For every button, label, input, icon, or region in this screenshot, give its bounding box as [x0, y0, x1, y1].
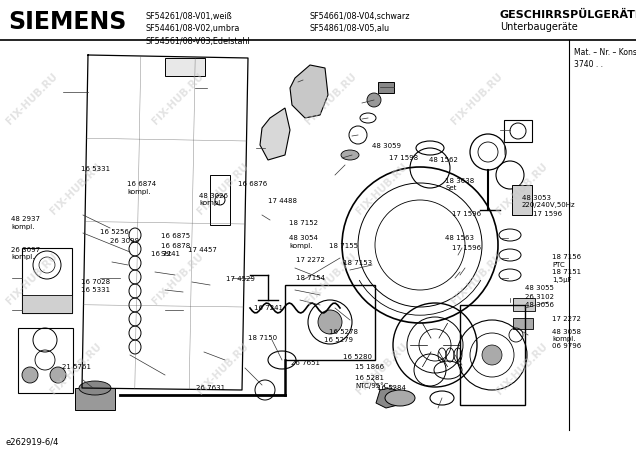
Bar: [210, 175, 230, 225]
Text: SF54261/08-V01,weiß
SF54461/08-V02,umbra
SF54561/08-V03,Edelstahl: SF54261/08-V01,weiß SF54461/08-V02,umbra…: [145, 12, 250, 46]
Circle shape: [367, 93, 381, 107]
Text: 26 3102: 26 3102: [525, 294, 555, 300]
Text: FIX-HUB.RU: FIX-HUB.RU: [49, 162, 104, 216]
Text: 26 3097
kompl.: 26 3097 kompl.: [11, 247, 41, 260]
Bar: [165, 58, 205, 76]
Text: FIX-HUB.RU: FIX-HUB.RU: [450, 72, 504, 126]
Bar: [513, 318, 533, 329]
Text: FIX-HUB.RU: FIX-HUB.RU: [354, 162, 409, 216]
Text: 16 7028: 16 7028: [81, 279, 111, 285]
Circle shape: [318, 310, 342, 334]
Text: FIX-HUB.RU: FIX-HUB.RU: [195, 162, 250, 216]
Text: SF54661/08-V04,schwarz
SF54861/08-V05,alu: SF54661/08-V04,schwarz SF54861/08-V05,al…: [310, 12, 410, 33]
Text: 17 1598: 17 1598: [389, 155, 418, 161]
Text: 17 2272: 17 2272: [296, 256, 325, 262]
Text: 26 7631: 26 7631: [196, 385, 225, 391]
Text: 48 3059: 48 3059: [372, 143, 401, 149]
Text: 16 5284: 16 5284: [377, 385, 406, 391]
Bar: [22, 248, 72, 313]
Polygon shape: [260, 108, 290, 160]
Text: 16 5256: 16 5256: [100, 229, 129, 234]
Bar: [75, 388, 115, 410]
Text: 16 6875: 16 6875: [161, 233, 190, 239]
Ellipse shape: [385, 390, 415, 406]
Text: 48 3026
kompl.: 48 3026 kompl.: [199, 193, 228, 206]
Text: 15 1866: 15 1866: [355, 364, 384, 369]
Text: 17 2272: 17 2272: [552, 316, 581, 322]
Text: 48 3054
kompl.: 48 3054 kompl.: [289, 235, 318, 249]
Text: FIX-HUB.RU: FIX-HUB.RU: [49, 342, 104, 396]
Text: 16 5331: 16 5331: [81, 166, 111, 171]
Text: 18 7153: 18 7153: [343, 260, 373, 266]
Polygon shape: [290, 65, 328, 118]
Text: 48 3058
kompl.: 48 3058 kompl.: [552, 328, 581, 342]
Text: FIX-HUB.RU: FIX-HUB.RU: [195, 342, 250, 396]
Text: 48 3055: 48 3055: [525, 285, 554, 291]
Text: 18 7152: 18 7152: [289, 220, 319, 225]
Text: 16 5281
NTC/95°C: 16 5281 NTC/95°C: [355, 375, 388, 389]
Bar: [513, 298, 535, 311]
Text: 16 6878
Set: 16 6878 Set: [161, 243, 190, 256]
Text: SIEMENS: SIEMENS: [8, 10, 127, 34]
Circle shape: [22, 367, 38, 383]
Text: 18 3638
Set: 18 3638 Set: [445, 178, 474, 191]
Text: 16 5280: 16 5280: [343, 354, 373, 360]
Text: 17 1596: 17 1596: [452, 245, 481, 251]
Text: 16 6876: 16 6876: [238, 181, 268, 187]
Text: 18 7154: 18 7154: [296, 274, 326, 280]
Text: 21 5761: 21 5761: [62, 364, 92, 369]
Text: e262919-6/4: e262919-6/4: [5, 437, 59, 446]
Bar: [504, 120, 532, 142]
Text: GESCHIRRSPÜLGERÄTE: GESCHIRRSPÜLGERÄTE: [500, 10, 636, 20]
Text: FIX-HUB.RU: FIX-HUB.RU: [450, 252, 504, 306]
Text: 26 3099: 26 3099: [110, 238, 139, 243]
Bar: [378, 82, 394, 93]
Text: FIX-HUB.RU: FIX-HUB.RU: [354, 342, 409, 396]
Text: 16 5331: 16 5331: [81, 287, 111, 293]
Polygon shape: [376, 388, 400, 408]
Bar: [512, 185, 532, 215]
Text: FIX-HUB.RU: FIX-HUB.RU: [303, 252, 358, 306]
Text: 18 7150: 18 7150: [248, 335, 277, 341]
Text: FIX-HUB.RU: FIX-HUB.RU: [151, 252, 205, 306]
Text: 16 7241: 16 7241: [254, 305, 284, 311]
Text: 06 9796: 06 9796: [552, 343, 581, 349]
Text: 18 7156
PTC: 18 7156 PTC: [552, 254, 581, 268]
Text: FIX-HUB.RU: FIX-HUB.RU: [151, 72, 205, 126]
Text: 48 3056: 48 3056: [525, 302, 555, 308]
Bar: [460, 305, 525, 405]
Text: FIX-HUB.RU: FIX-HUB.RU: [4, 252, 59, 306]
Text: 48 1562: 48 1562: [429, 157, 458, 162]
Text: 26 7651: 26 7651: [291, 360, 321, 366]
Text: FIX-HUB.RU: FIX-HUB.RU: [303, 72, 358, 126]
Bar: [285, 285, 375, 360]
Text: 48 1563: 48 1563: [445, 235, 474, 241]
Text: 48 3053
220/240V,50Hz: 48 3053 220/240V,50Hz: [522, 195, 575, 208]
Text: Unterbaugeräte: Unterbaugeräte: [500, 22, 577, 32]
Ellipse shape: [341, 150, 359, 160]
Text: 16 7241: 16 7241: [151, 251, 181, 257]
Bar: [22, 295, 72, 313]
Circle shape: [50, 367, 66, 383]
Text: 17 4488: 17 4488: [268, 198, 298, 204]
Text: 18 7151
1,5µF: 18 7151 1,5µF: [552, 269, 581, 283]
Text: 17 4457: 17 4457: [188, 247, 216, 252]
Text: FIX-HUB.RU: FIX-HUB.RU: [494, 342, 549, 396]
Text: 48 2937
kompl.: 48 2937 kompl.: [11, 216, 41, 230]
Text: 16 5279: 16 5279: [324, 338, 354, 343]
Circle shape: [482, 345, 502, 365]
Text: 17 4529: 17 4529: [226, 276, 254, 282]
Text: FIX-HUB.RU: FIX-HUB.RU: [4, 72, 59, 126]
Text: Mat. – Nr. – Konstante
3740 . .: Mat. – Nr. – Konstante 3740 . .: [574, 48, 636, 69]
Ellipse shape: [79, 381, 111, 395]
Text: 18 7155: 18 7155: [329, 243, 358, 249]
Bar: [18, 328, 73, 393]
Text: 16 6874
kompl.: 16 6874 kompl.: [127, 181, 156, 195]
Text: FIX-HUB.RU: FIX-HUB.RU: [494, 162, 549, 216]
Text: 17 1596: 17 1596: [452, 212, 481, 217]
Text: 16 5278: 16 5278: [329, 328, 358, 334]
Text: 17 1596: 17 1596: [533, 212, 562, 217]
